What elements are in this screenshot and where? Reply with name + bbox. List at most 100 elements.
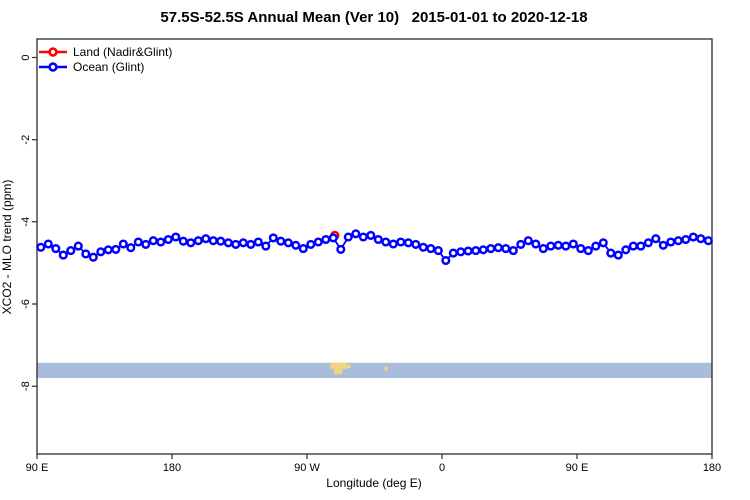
ocean-point-marker <box>261 241 271 251</box>
ocean-point-marker <box>493 243 503 253</box>
ocean-point-marker <box>328 233 338 243</box>
land-patch <box>334 368 343 375</box>
ocean-point-marker <box>36 242 46 252</box>
ocean-point-marker <box>133 237 143 247</box>
ocean-point-marker <box>186 238 196 248</box>
plot-area: 90 E 180 90 W 0 90 E 180 0 -2 -4 -6 -8 Land (Nadir&… <box>20 38 721 474</box>
legend: Land (Nadir&Glint)Ocean (Glint) <box>39 45 172 74</box>
ocean-point-marker <box>336 244 346 254</box>
ocean-point-marker <box>156 237 166 247</box>
legend-label: Land (Nadir&Glint) <box>73 45 172 59</box>
ocean-point-marker <box>171 232 181 242</box>
ocean-point-marker <box>546 241 556 251</box>
ocean-point-marker <box>396 237 406 247</box>
ocean-point-marker <box>66 246 76 256</box>
ocean-point-marker <box>291 240 301 250</box>
ocean-point-marker <box>73 241 83 251</box>
ocean-point-marker <box>591 241 601 251</box>
ocean-point-marker <box>141 239 151 249</box>
ocean-point-marker <box>321 234 331 245</box>
ocean-point-marker <box>351 229 361 239</box>
ocean-point-marker <box>253 237 263 247</box>
ocean-point-marker <box>148 236 158 246</box>
x-tick-label: 0 <box>439 462 445 474</box>
ocean-point-marker <box>118 239 128 249</box>
ocean-point-marker <box>126 243 136 253</box>
ocean-point-marker <box>673 236 683 246</box>
ocean-point-marker <box>471 246 481 256</box>
ocean-point-marker <box>223 238 233 248</box>
ocean-point-marker <box>508 246 518 256</box>
x-axis-title: Longitude (deg E) <box>326 476 421 490</box>
y-tick-label: -6 <box>20 299 32 309</box>
legend-marker <box>48 62 58 72</box>
ocean-point-marker <box>583 246 593 256</box>
x-tick-label: 90 E <box>26 462 49 474</box>
ocean-point-marker <box>448 248 458 258</box>
ocean-point-marker <box>366 230 376 240</box>
ocean-point-marker <box>201 234 211 244</box>
ocean-point-marker <box>193 236 203 246</box>
ocean-point-marker <box>216 236 226 246</box>
ocean-point-marker <box>478 245 488 255</box>
land-patch <box>384 366 388 372</box>
ocean-point-marker <box>696 234 706 244</box>
y-tick-label: 0 <box>20 54 32 60</box>
land-patch <box>346 364 351 369</box>
ocean-point-marker <box>58 250 68 260</box>
ocean-point-marker <box>81 249 91 259</box>
ocean-point-marker <box>688 232 698 242</box>
y-tick-label: -2 <box>20 135 32 145</box>
ocean-point-marker <box>651 234 661 244</box>
ocean-point-marker <box>501 244 511 254</box>
ocean-point-marker <box>246 239 256 249</box>
ocean-point-marker <box>306 239 316 249</box>
ocean-point-marker <box>238 238 248 248</box>
ocean-point-marker <box>666 237 676 247</box>
ocean-point-marker <box>486 244 496 254</box>
ocean-point-marker <box>96 247 106 257</box>
ocean-point-marker <box>516 239 526 249</box>
ocean-point-marker <box>403 238 413 248</box>
ocean-point-marker <box>343 232 353 242</box>
ocean-point-marker <box>88 252 98 262</box>
map-ocean-band <box>37 362 712 378</box>
ocean-point-marker <box>576 244 586 254</box>
ocean-point-marker <box>433 246 443 256</box>
x-tick-label: 90 E <box>566 462 589 474</box>
legend-marker <box>48 47 58 57</box>
y-tick-label: -8 <box>20 381 32 391</box>
ocean-point-marker <box>411 239 421 249</box>
map-land-patches <box>330 362 388 375</box>
ocean-point-marker <box>381 237 391 247</box>
ocean-point-marker <box>636 241 646 251</box>
chart-title: 57.5S-52.5S Annual Mean (Ver 10) 2015-01… <box>160 9 587 26</box>
ocean-point-marker <box>111 244 121 254</box>
ocean-point-marker <box>358 232 368 242</box>
ocean-point-marker <box>568 239 578 249</box>
ocean-point-marker <box>208 236 218 246</box>
ocean-point-marker <box>163 234 173 245</box>
ocean-point-marker <box>373 234 383 245</box>
ocean-point-marker <box>598 238 608 248</box>
x-tick-label: 180 <box>703 462 721 474</box>
ocean-point-marker <box>658 240 668 250</box>
x-tick-label: 180 <box>163 462 181 474</box>
land-patch <box>330 362 347 369</box>
ocean-point-marker <box>178 236 188 246</box>
ocean-point-marker <box>523 236 533 246</box>
ocean-point-marker <box>606 248 616 258</box>
ocean-point-marker <box>681 234 691 245</box>
ocean-point-marker <box>426 244 436 254</box>
ocean-point-marker <box>283 238 293 248</box>
ocean-point-marker <box>313 237 323 247</box>
ocean-point-marker <box>531 239 541 249</box>
ocean-point-marker <box>441 255 451 266</box>
ocean-point-marker <box>268 233 278 243</box>
y-axis-title: XCO2 - MLO trend (ppm) <box>0 180 14 315</box>
ocean-point-marker <box>456 247 466 257</box>
ocean-point-marker <box>538 244 548 254</box>
ocean-point-marker <box>388 239 398 249</box>
